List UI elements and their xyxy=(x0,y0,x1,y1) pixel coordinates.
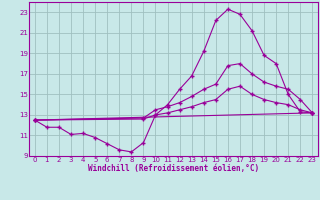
X-axis label: Windchill (Refroidissement éolien,°C): Windchill (Refroidissement éolien,°C) xyxy=(88,164,259,173)
